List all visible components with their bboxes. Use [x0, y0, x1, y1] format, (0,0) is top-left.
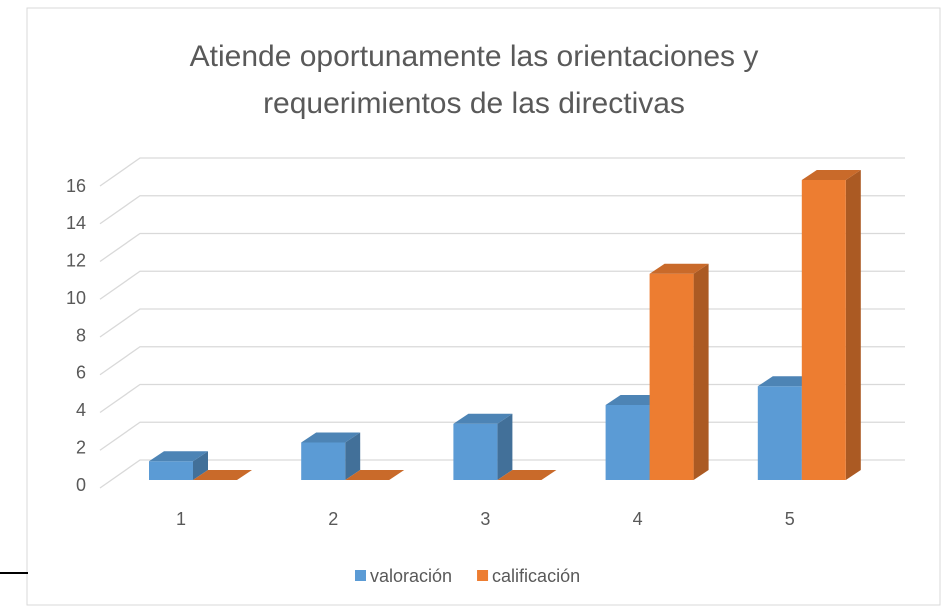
bar-top	[345, 470, 405, 480]
bar-side	[193, 451, 208, 480]
grid-line	[99, 232, 905, 263]
bar	[649, 273, 694, 480]
y-tick-label: 6	[76, 363, 86, 383]
bar	[301, 442, 346, 480]
x-tick-label: 5	[785, 509, 795, 529]
bar	[757, 386, 802, 480]
bar	[149, 461, 193, 480]
bar-side	[845, 170, 861, 480]
x-tick-label: 1	[176, 509, 186, 529]
y-tick-label: 0	[76, 475, 86, 495]
bar-top	[649, 263, 709, 274]
chart-border	[26, 7, 941, 606]
y-tick-label: 2	[76, 437, 86, 457]
bar-side	[345, 432, 361, 480]
legend-label: valoración	[370, 566, 452, 586]
bar	[605, 405, 650, 480]
bar-side	[693, 263, 709, 480]
x-tick-label: 3	[480, 509, 490, 529]
y-tick-label: 12	[66, 251, 86, 271]
grid-line	[99, 157, 905, 187]
bar-top	[801, 170, 861, 180]
bar-top	[497, 470, 557, 480]
y-tick-label: 4	[76, 400, 86, 420]
x-tick-label: 2	[328, 509, 338, 529]
chart-title: requerimientos de las directivas	[263, 87, 685, 120]
grid-line	[99, 195, 905, 225]
legend-swatch	[477, 570, 489, 581]
chart-title: Atiende oportunamente las orientaciones …	[190, 40, 759, 73]
bar-top	[193, 470, 252, 480]
bar	[801, 180, 846, 480]
y-tick-label: 8	[76, 325, 86, 345]
bar-top	[301, 432, 361, 443]
legend-label: calificación	[492, 566, 580, 586]
x-tick-label: 4	[633, 509, 643, 529]
y-tick-label: 10	[66, 288, 86, 308]
bar	[453, 423, 498, 480]
y-tick-label: 14	[66, 213, 86, 233]
bar-top	[453, 413, 513, 424]
legend-swatch	[355, 570, 366, 581]
bar-side	[497, 413, 513, 480]
y-tick-label: 16	[66, 176, 86, 196]
grid-line	[99, 270, 905, 300]
bar-top	[149, 451, 208, 462]
